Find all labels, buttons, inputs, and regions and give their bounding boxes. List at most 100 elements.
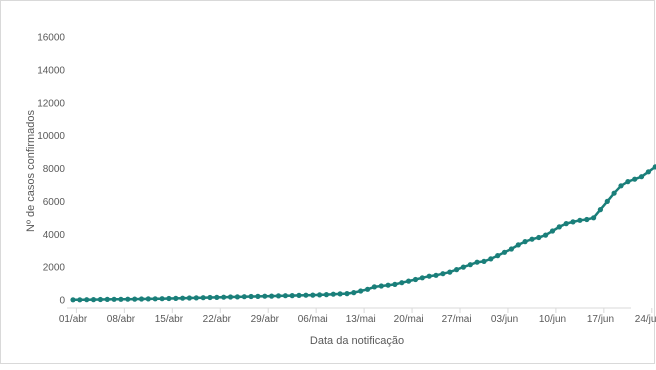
data-point <box>501 249 508 255</box>
data-point <box>118 296 124 302</box>
data-point <box>138 296 145 302</box>
y-tick-label: 8000 <box>43 164 66 175</box>
data-point <box>597 207 604 213</box>
data-point <box>269 293 275 299</box>
data-point <box>166 295 172 302</box>
data-point <box>310 292 316 298</box>
data-point <box>625 179 631 185</box>
y-tick-label: 0 <box>59 296 65 307</box>
data-point <box>563 221 569 227</box>
x-tick-label: 22/abr <box>203 314 232 325</box>
data-point <box>262 293 268 299</box>
data-point <box>358 288 364 294</box>
data-point <box>227 294 234 300</box>
x-tick-label: 03/jun <box>491 314 518 325</box>
data-point <box>645 169 652 175</box>
x-tick-label: 29/abr <box>251 314 280 325</box>
data-point <box>337 291 343 297</box>
data-point <box>351 290 357 296</box>
data-point <box>467 262 473 268</box>
data-point <box>371 284 377 290</box>
data-point <box>495 253 501 259</box>
y-tick-label: 16000 <box>37 33 65 44</box>
data-point <box>330 291 336 297</box>
x-tick-label: 20/mai <box>394 314 424 325</box>
series-markers <box>70 164 656 303</box>
data-point <box>385 282 391 288</box>
data-point <box>125 296 131 302</box>
data-point <box>440 271 446 277</box>
x-tick-label: 24/jun <box>635 314 656 325</box>
data-point <box>604 198 610 204</box>
data-point <box>111 296 117 302</box>
x-tick-label: 10/jun <box>539 314 566 325</box>
data-point <box>406 278 412 284</box>
y-axis-title: Nº de casos confirmados <box>25 109 37 232</box>
data-point <box>323 292 329 298</box>
data-point <box>84 297 90 303</box>
data-point <box>104 296 110 302</box>
data-point <box>214 294 220 300</box>
data-point <box>522 239 528 245</box>
data-point <box>652 164 656 170</box>
data-point <box>412 276 419 283</box>
y-axis-tick-labels: 0 2000 4000 6000 8000 10000 12000 14000 16000 <box>37 33 65 307</box>
data-point <box>200 295 206 301</box>
y-tick-label: 10000 <box>37 131 65 142</box>
data-point <box>303 292 309 298</box>
data-point <box>152 296 158 302</box>
x-tick-label: 06/mai <box>298 314 328 325</box>
data-point <box>515 242 521 248</box>
data-point <box>577 217 583 223</box>
data-point <box>90 297 97 303</box>
data-point <box>543 232 549 238</box>
data-point <box>508 246 514 252</box>
data-point <box>221 294 227 300</box>
x-tick-label: 13/mai <box>346 314 376 325</box>
data-point <box>536 234 542 241</box>
data-point <box>549 228 556 234</box>
data-point <box>282 293 288 299</box>
data-point <box>275 293 282 299</box>
x-tick-label: 08/abr <box>107 314 136 325</box>
data-point <box>296 292 302 298</box>
data-point <box>419 275 425 281</box>
data-point <box>159 296 165 302</box>
data-point <box>454 267 460 273</box>
data-point <box>193 295 199 301</box>
x-tick-label: 01/abr <box>59 314 88 325</box>
data-point <box>378 283 384 289</box>
data-point <box>474 259 480 265</box>
y-tick-label: 14000 <box>37 65 65 76</box>
data-point <box>433 272 439 278</box>
data-point <box>481 258 487 264</box>
data-point <box>180 295 186 301</box>
y-tick-label: 12000 <box>37 98 65 109</box>
data-point <box>365 286 371 292</box>
data-point <box>344 291 350 297</box>
data-point <box>77 297 83 303</box>
x-tick-label: 27/mai <box>442 314 472 325</box>
data-point <box>570 219 576 225</box>
x-axis-tick-labels: 01/abr 08/abr 15/abr 22/abr 29/abr 06/mai 13/m… <box>59 314 656 325</box>
data-point <box>392 281 398 287</box>
data-point <box>618 183 624 189</box>
data-point <box>447 269 453 275</box>
data-point <box>611 190 617 196</box>
series-line <box>73 164 656 302</box>
data-point <box>556 224 562 230</box>
data-point <box>638 174 645 180</box>
data-point <box>632 176 638 182</box>
data-point <box>234 294 240 300</box>
data-point <box>529 236 535 242</box>
x-tick-label: 15/abr <box>155 314 184 325</box>
data-point <box>173 295 179 301</box>
x-tick-label: 17/jun <box>587 314 614 325</box>
data-point <box>132 296 138 302</box>
data-point <box>255 293 261 299</box>
data-point <box>186 295 192 301</box>
data-point <box>488 256 494 262</box>
x-axis-title: Data da notificação <box>310 335 404 347</box>
y-tick-label: 6000 <box>43 197 66 208</box>
